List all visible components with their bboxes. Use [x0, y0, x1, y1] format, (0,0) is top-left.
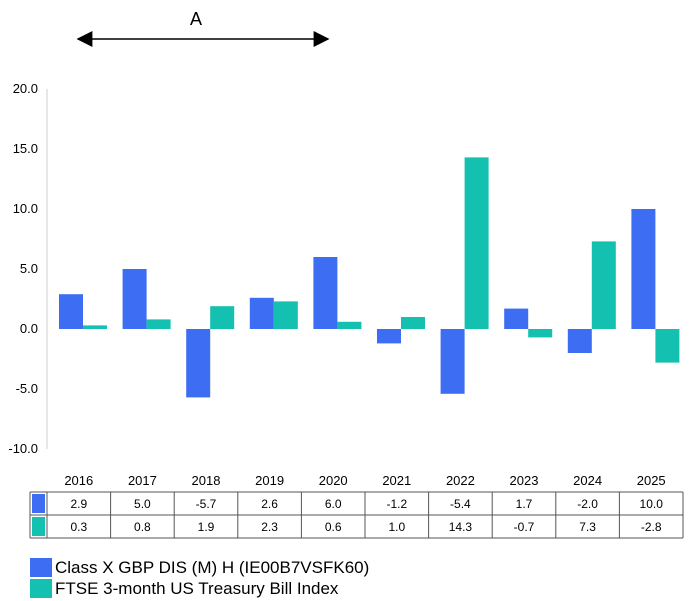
bar-fund	[567, 329, 592, 353]
bar-index	[337, 321, 362, 329]
x-tick-label: 2022	[446, 473, 475, 488]
y-tick-label: 5.0	[20, 261, 38, 276]
table-cell-fund: 1.7	[516, 497, 533, 511]
x-tick-label: 2018	[192, 473, 221, 488]
table-cell-fund: -1.2	[386, 497, 407, 511]
x-tick-label: 2021	[382, 473, 411, 488]
table-cell-fund: -5.4	[450, 497, 471, 511]
y-tick-label: 20.0	[13, 81, 38, 96]
bar-index	[401, 317, 425, 329]
bar-fund	[122, 269, 147, 329]
bar-index	[464, 157, 489, 329]
table-cell-index: -2.8	[641, 520, 662, 534]
table-cell-fund: 10.0	[640, 497, 664, 511]
table-swatch-fund	[32, 494, 45, 513]
table-cell-index: -0.7	[514, 520, 535, 534]
table-cell-index: 1.9	[198, 520, 215, 534]
table-cell-index: 2.3	[261, 520, 278, 534]
bar-index	[273, 301, 298, 329]
table-cell-fund: -5.7	[196, 497, 217, 511]
period-label: A	[190, 9, 202, 29]
bar-fund	[186, 329, 211, 398]
y-tick-label: 10.0	[13, 201, 38, 216]
bar-index	[528, 329, 553, 338]
bar-index	[655, 329, 680, 363]
table-cell-fund: -2.0	[577, 497, 598, 511]
bar-fund	[59, 294, 83, 329]
legend-item-index: FTSE 3-month US Treasury Bill Index	[30, 578, 369, 599]
legend-label-fund: Class X GBP DIS (M) H (IE00B7VSFK60)	[55, 557, 370, 577]
x-tick-label: 2020	[319, 473, 348, 488]
data-table: 2016 2017 2018 2019 2020 2021 2022 2023 2024 2025…	[29, 473, 684, 539]
y-axis: 20.0 15.0 10.0 5.0 0.0 -5.0 -10.0	[8, 81, 48, 456]
legend-item-fund: Class X GBP DIS (M) H (IE00B7VSFK60)	[30, 557, 369, 578]
table-cell-index: 7.3	[579, 520, 596, 534]
x-tick-label: 2019	[255, 473, 284, 488]
bar-fund	[631, 209, 656, 329]
legend-swatch-fund	[30, 558, 52, 577]
table-cell-index: 14.3	[449, 520, 473, 534]
table-cell-fund: 6.0	[325, 497, 342, 511]
x-tick-label: 2024	[573, 473, 602, 488]
legend: Class X GBP DIS (M) H (IE00B7VSFK60) FTS…	[30, 557, 369, 599]
table-cell-fund: 2.9	[70, 497, 87, 511]
table-cell-index: 0.3	[70, 520, 87, 534]
y-tick-label: -10.0	[8, 441, 38, 456]
legend-swatch-index	[30, 579, 52, 598]
table-swatch-index	[32, 517, 45, 536]
bar-index	[210, 306, 235, 329]
bar-fund	[377, 329, 401, 344]
y-tick-label: 15.0	[13, 141, 38, 156]
bar-fund	[249, 297, 274, 329]
table-cell-index: 0.6	[325, 520, 342, 534]
x-tick-label: 2017	[128, 473, 157, 488]
bar-index	[146, 319, 171, 329]
bar-fund	[504, 308, 529, 329]
bar-index	[591, 241, 616, 329]
table-cell-fund: 5.0	[134, 497, 151, 511]
x-tick-label: 2023	[510, 473, 539, 488]
bar-fund	[313, 257, 338, 329]
bar-fund	[440, 329, 465, 394]
x-tick-label: 2016	[64, 473, 93, 488]
bars	[59, 157, 680, 398]
table-cell-index: 0.8	[134, 520, 151, 534]
bar-index	[83, 325, 107, 329]
y-tick-label: -5.0	[16, 381, 38, 396]
legend-label-index: FTSE 3-month US Treasury Bill Index	[55, 578, 339, 598]
table-cell-fund: 2.6	[261, 497, 278, 511]
table-cell-index: 1.0	[388, 520, 405, 534]
x-tick-label: 2025	[637, 473, 666, 488]
y-tick-label: 0.0	[20, 321, 38, 336]
